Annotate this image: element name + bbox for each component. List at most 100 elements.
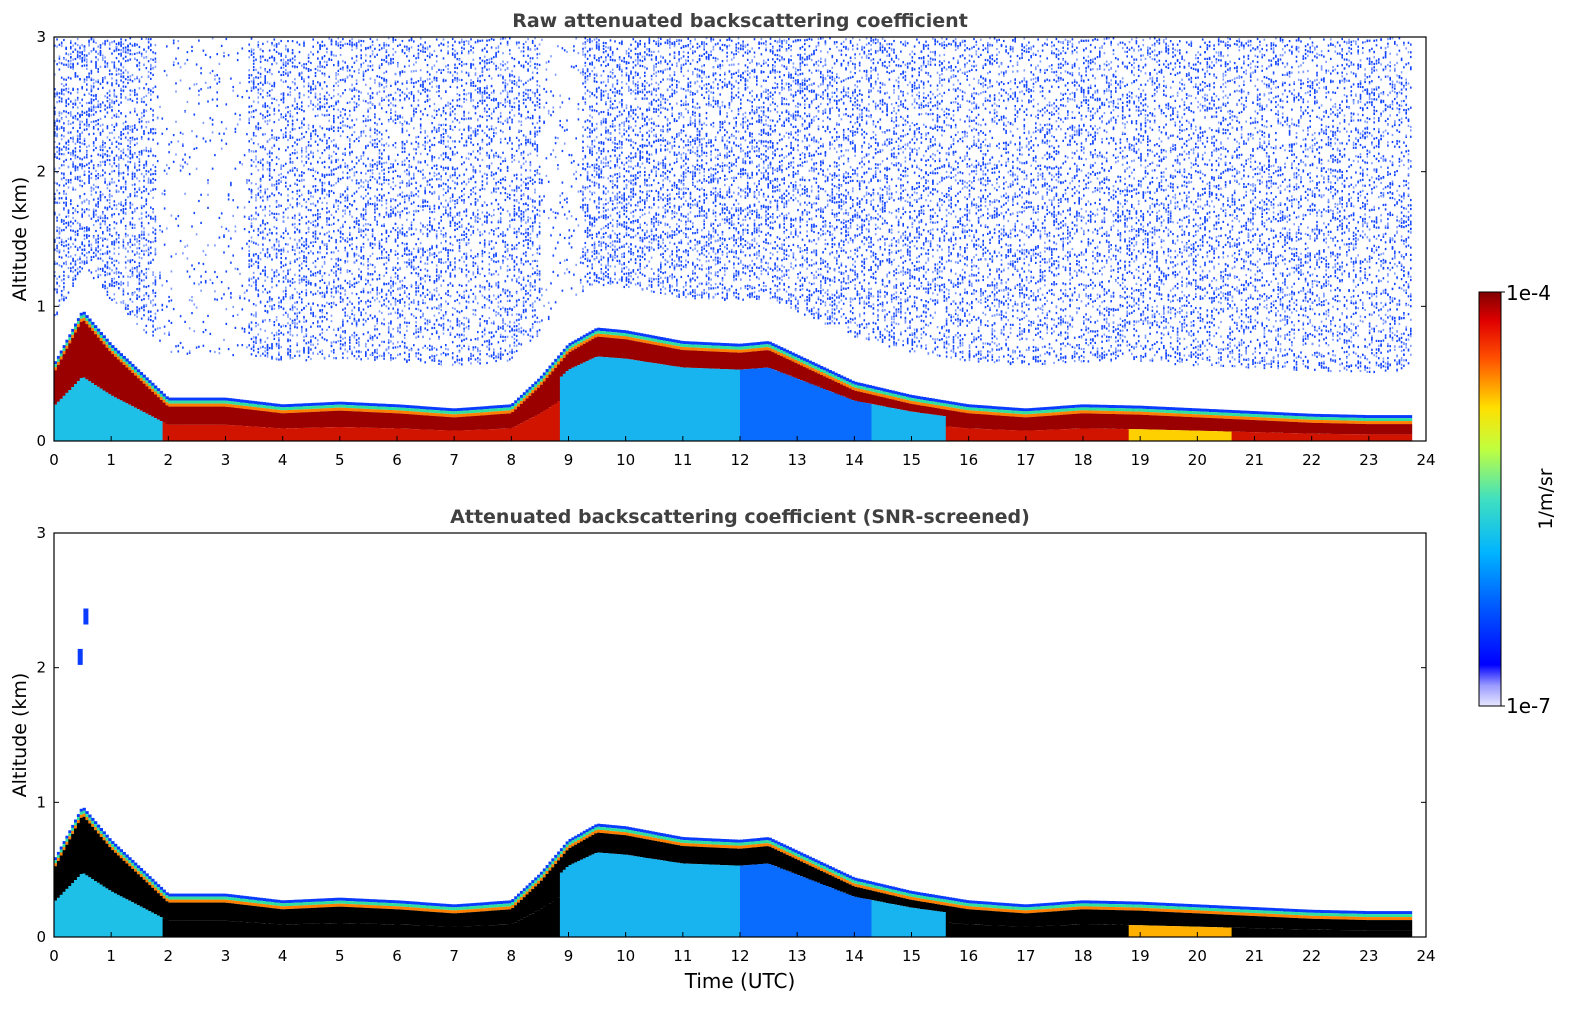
noise-speck (312, 130, 314, 133)
noise-speck (355, 59, 358, 62)
noise-speck (374, 205, 376, 208)
noise-speck (211, 69, 214, 73)
noise-speck (120, 203, 122, 206)
noise-speck (351, 45, 353, 48)
noise-speck (346, 282, 349, 285)
noise-speck (129, 140, 132, 143)
noise-speck (326, 328, 328, 331)
noise-speck (282, 236, 285, 240)
noise-speck (193, 268, 196, 271)
noise-speck (383, 323, 385, 326)
noise-speck (291, 281, 294, 284)
noise-speck (264, 288, 266, 291)
noise-speck (287, 269, 289, 272)
noise-speck (255, 253, 257, 256)
noise-speck (255, 212, 257, 215)
noise-speck (351, 292, 353, 295)
noise-speck (328, 190, 330, 193)
noise-speck (259, 55, 262, 58)
noise-speck (285, 149, 287, 152)
noise-speck (390, 108, 392, 111)
noise-speck (248, 277, 250, 280)
noise-speck (369, 165, 372, 168)
noise-speck (118, 158, 120, 161)
noise-speck (108, 102, 111, 105)
noise-speck (76, 56, 79, 59)
noise-speck (161, 192, 164, 195)
noise-speck (294, 287, 296, 291)
noise-speck (140, 212, 143, 215)
noise-speck (296, 228, 298, 231)
noise-speck (307, 302, 310, 305)
noise-speck (140, 204, 143, 207)
noise-speck (120, 134, 122, 137)
noise-speck (106, 217, 109, 220)
noise-speck (394, 122, 397, 125)
noise-speck (319, 138, 321, 141)
noise-speck (88, 269, 90, 272)
noise-speck (381, 107, 383, 110)
noise-speck (154, 215, 157, 218)
noise-speck (179, 164, 182, 167)
noise-speck (175, 153, 177, 156)
noise-speck (79, 150, 81, 153)
noise-speck (344, 42, 346, 45)
noise-speck (99, 105, 102, 108)
noise-speck (278, 118, 280, 121)
noise-speck (280, 355, 282, 359)
noise-speck (349, 143, 351, 146)
noise-speck (296, 246, 298, 249)
noise-speck (335, 74, 337, 77)
noise-speck (319, 247, 321, 250)
noise-speck (113, 181, 116, 184)
noise-speck (136, 113, 138, 116)
noise-speck (67, 143, 70, 147)
noise-speck (134, 138, 136, 141)
noise-speck (337, 129, 340, 132)
noise-speck (111, 105, 113, 108)
noise-speck (291, 145, 294, 148)
noise-speck (285, 243, 287, 246)
noise-speck (289, 317, 292, 321)
noise-speck (298, 274, 301, 277)
noise-speck (266, 195, 269, 198)
noise-speck (365, 223, 367, 226)
noise-speck (63, 278, 65, 281)
noise-speck (339, 230, 342, 233)
noise-speck (360, 278, 362, 281)
noise-speck (97, 165, 99, 168)
noise-speck (369, 94, 372, 98)
noise-speck (287, 199, 289, 202)
noise-speck (367, 260, 369, 263)
noise-speck (250, 115, 253, 118)
noise-speck (259, 126, 262, 130)
noise-speck (67, 255, 70, 258)
noise-speck (323, 60, 326, 63)
noise-speck (124, 207, 127, 210)
noise-speck (102, 101, 104, 104)
noise-speck (147, 88, 150, 91)
noise-speck (326, 47, 328, 50)
noise-speck (328, 113, 330, 116)
noise-speck (305, 288, 308, 292)
noise-speck (88, 174, 90, 177)
noise-speck (67, 139, 70, 142)
noise-speck (83, 137, 86, 140)
noise-speck (166, 164, 168, 167)
noise-speck (298, 264, 301, 267)
noise-speck (346, 177, 349, 180)
noise-speck (280, 167, 282, 170)
noise-speck (120, 64, 122, 67)
noise-speck (262, 352, 264, 355)
noise-speck (314, 233, 317, 236)
noise-speck (294, 128, 296, 131)
noise-speck (282, 61, 285, 64)
noise-speck (307, 208, 310, 212)
noise-speck (349, 282, 351, 286)
noise-speck (83, 244, 86, 247)
noise-speck (143, 227, 145, 230)
noise-speck (358, 254, 360, 257)
noise-speck (333, 216, 335, 219)
noise-speck (161, 132, 164, 135)
noise-speck (72, 50, 74, 53)
